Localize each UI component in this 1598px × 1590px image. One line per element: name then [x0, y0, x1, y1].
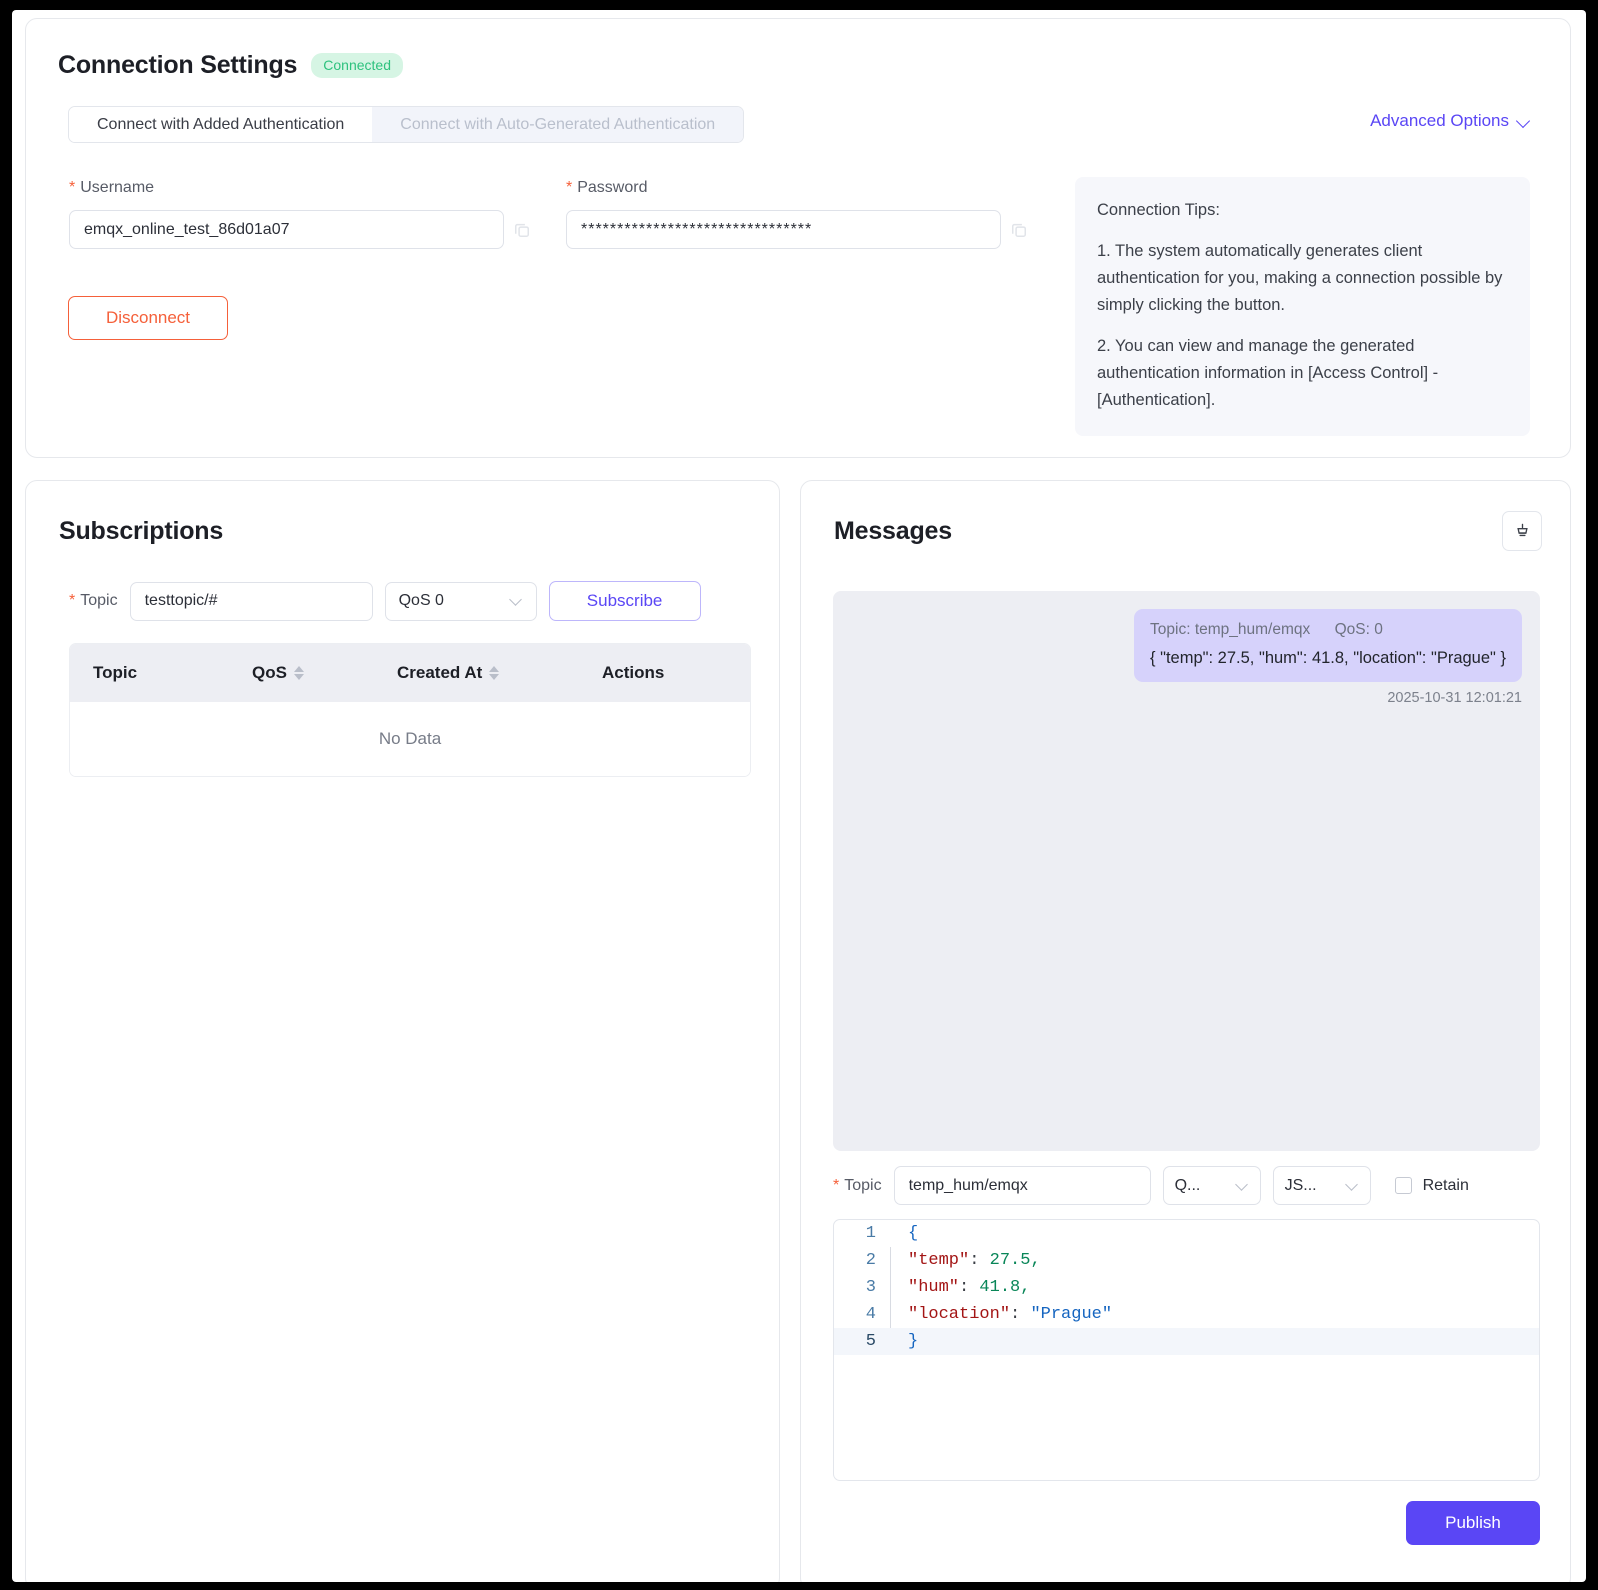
- retain-checkbox[interactable]: [1394, 1177, 1412, 1194]
- table-empty-state: No Data: [70, 702, 750, 776]
- password-input[interactable]: [566, 210, 1001, 249]
- tab-added-authentication[interactable]: Connect with Added Authentication: [69, 107, 373, 142]
- publish-format-select[interactable]: JS...: [1272, 1166, 1371, 1205]
- auth-mode-tabs: Connect with Added Authentication Connec…: [68, 106, 745, 143]
- indent-guide: [890, 1274, 891, 1301]
- copy-icon[interactable]: [1009, 220, 1029, 240]
- message-topic: Topic: temp_hum/emqx: [1150, 621, 1311, 638]
- publish-topic-label: * Topic: [833, 1176, 882, 1194]
- message-meta: Topic: temp_hum/emqx QoS: 0: [1150, 621, 1506, 639]
- chevron-down-icon: [511, 595, 523, 607]
- disconnect-button[interactable]: Disconnect: [68, 296, 228, 340]
- app-page: Connection Settings Connected Connect wi…: [12, 10, 1586, 1582]
- username-input[interactable]: [69, 210, 504, 249]
- subscribe-button[interactable]: Subscribe: [548, 581, 701, 621]
- editor-code: }: [908, 1332, 919, 1351]
- retain-label: Retain: [1422, 1176, 1469, 1194]
- tab-auto-generated-authentication[interactable]: Connect with Auto-Generated Authenticati…: [372, 107, 744, 142]
- sort-icon[interactable]: [293, 666, 304, 680]
- editor-line: 1 {: [834, 1220, 1539, 1247]
- subscribe-qos-value: QoS 0: [398, 592, 444, 609]
- chevron-down-icon: [1237, 1180, 1249, 1192]
- editor-line: 5 }: [834, 1328, 1539, 1355]
- message-item: Topic: temp_hum/emqx QoS: 0 { "temp": 27…: [851, 609, 1522, 706]
- editor-line-number: 4: [865, 1305, 876, 1324]
- message-timestamp: 2025-10-31 12:01:21: [1387, 690, 1522, 706]
- editor-line: 3 "hum": 41.8,: [834, 1274, 1539, 1301]
- message-qos: QoS: 0: [1334, 621, 1383, 638]
- messages-list[interactable]: Topic: temp_hum/emqx QoS: 0 { "temp": 27…: [833, 591, 1540, 1151]
- required-asterisk: *: [69, 179, 76, 196]
- clear-broom-icon: [1516, 523, 1528, 536]
- subscriptions-panel: Subscriptions *Topic QoS 0 Subscribe Top…: [25, 480, 780, 1582]
- clear-messages-button[interactable]: [1502, 511, 1542, 551]
- username-label: * Username: [69, 179, 155, 196]
- publish-form: *Topic Q... JS... Retain: [833, 1166, 1469, 1205]
- chevron-down-icon: [1347, 1180, 1359, 1192]
- indent-guide: [890, 1328, 891, 1355]
- message-bubble: Topic: temp_hum/emqx QoS: 0 { "temp": 27…: [1134, 609, 1522, 682]
- advanced-options-toggle[interactable]: Advanced Options: [1370, 111, 1530, 131]
- subscribe-topic-label: * Topic: [69, 592, 118, 609]
- publish-format-value: JS...: [1284, 1176, 1317, 1194]
- messages-panel: Messages Topic: temp_hum/emqx QoS: 0 { "…: [800, 480, 1571, 1582]
- password-field-group: * Password: [566, 179, 1029, 249]
- editor-code: "temp": 27.5,: [908, 1251, 1041, 1270]
- editor-line: 2 "temp": 27.5,: [834, 1247, 1539, 1274]
- indent-guide: [890, 1220, 891, 1247]
- table-column-topic: Topic: [93, 663, 138, 682]
- editor-line-number: 2: [865, 1251, 876, 1270]
- subscribe-form: *Topic QoS 0 Subscribe: [69, 581, 701, 621]
- copy-icon[interactable]: [512, 220, 532, 240]
- indent-guide: [890, 1247, 891, 1274]
- table-column-actions: Actions: [602, 663, 665, 682]
- required-asterisk: *: [566, 179, 573, 196]
- publish-payload-editor[interactable]: 1 { 2 "temp": 27.5, 3 "hum": 41.8, 4 "lo…: [833, 1219, 1540, 1481]
- required-asterisk: *: [833, 1176, 840, 1194]
- connection-settings-header: Connection Settings Connected: [26, 19, 1570, 80]
- subscriptions-table: Topic QoS Created At Actions No Data: [69, 643, 751, 777]
- password-label: * Password: [566, 179, 648, 196]
- editor-line-number: 5: [865, 1332, 876, 1351]
- editor-line-number: 3: [865, 1278, 876, 1297]
- subscriptions-title: Subscriptions: [59, 517, 224, 545]
- page-title: Connection Settings: [58, 51, 298, 79]
- sort-icon[interactable]: [489, 666, 500, 680]
- publish-qos-select[interactable]: Q...: [1162, 1166, 1261, 1205]
- chevron-down-icon: [1517, 115, 1530, 128]
- editor-line: 4 "location": "Prague": [834, 1301, 1539, 1328]
- status-badge: Connected: [311, 53, 403, 78]
- table-header-row: Topic QoS Created At Actions: [70, 644, 750, 702]
- publish-button[interactable]: Publish: [1406, 1501, 1540, 1545]
- editor-line-number: 1: [865, 1224, 876, 1243]
- connection-tips-line-2: 2. You can view and manage the generated…: [1097, 337, 1439, 409]
- required-asterisk: *: [69, 592, 76, 609]
- publish-topic-input[interactable]: [893, 1166, 1151, 1205]
- connection-tips-heading: Connection Tips:: [1097, 201, 1220, 219]
- editor-code: "hum": 41.8,: [908, 1278, 1031, 1297]
- subscribe-topic-input[interactable]: [129, 581, 373, 621]
- table-column-qos[interactable]: QoS: [252, 663, 397, 683]
- connection-tips-line-1: 1. The system automatically generates cl…: [1097, 242, 1503, 314]
- connection-tips: Connection Tips: 1. The system automatic…: [1075, 177, 1530, 436]
- messages-title: Messages: [834, 517, 952, 545]
- editor-code: {: [908, 1224, 919, 1243]
- connection-settings-panel: Connection Settings Connected Connect wi…: [25, 18, 1571, 458]
- indent-guide: [890, 1301, 891, 1328]
- subscribe-qos-select[interactable]: QoS 0: [384, 581, 537, 621]
- username-field-group: * Username: [69, 179, 532, 249]
- publish-qos-value: Q...: [1174, 1176, 1201, 1194]
- advanced-options-label: Advanced Options: [1370, 111, 1509, 130]
- table-column-created-at[interactable]: Created At: [397, 663, 602, 683]
- editor-code: "location": "Prague": [908, 1305, 1113, 1324]
- message-payload: { "temp": 27.5, "hum": 41.8, "location":…: [1150, 649, 1506, 667]
